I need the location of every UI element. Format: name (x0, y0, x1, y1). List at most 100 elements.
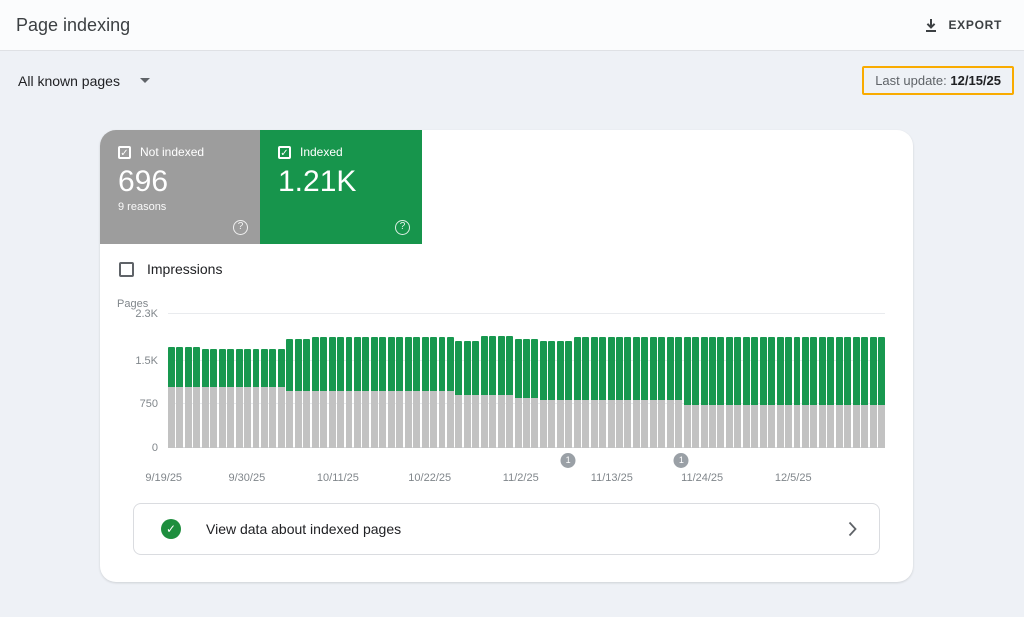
bar[interactable] (701, 314, 708, 448)
bar[interactable] (836, 314, 843, 448)
bar[interactable] (827, 314, 834, 448)
bar[interactable] (641, 314, 648, 448)
help-icon[interactable]: ? (395, 220, 410, 235)
bar[interactable] (506, 314, 513, 448)
bar[interactable] (624, 314, 631, 448)
bar[interactable] (802, 314, 809, 448)
bar[interactable] (675, 314, 682, 448)
page-header: Page indexing EXPORT (0, 0, 1024, 51)
bar[interactable] (540, 314, 547, 448)
bar-segment-indexed (531, 339, 538, 398)
bar[interactable] (515, 314, 522, 448)
bar[interactable] (658, 314, 665, 448)
bar[interactable] (777, 314, 784, 448)
view-data-row[interactable]: ✓ View data about indexed pages (133, 503, 880, 555)
bar-segment-indexed (692, 337, 699, 405)
bar[interactable] (295, 314, 302, 448)
bar[interactable] (785, 314, 792, 448)
page-filter-dropdown[interactable]: All known pages (16, 69, 152, 93)
help-icon[interactable]: ? (233, 220, 248, 235)
bar[interactable] (388, 314, 395, 448)
bar[interactable] (726, 314, 733, 448)
bar[interactable] (413, 314, 420, 448)
bar[interactable] (210, 314, 217, 448)
bar[interactable] (557, 314, 564, 448)
bar[interactable] (743, 314, 750, 448)
bar[interactable] (439, 314, 446, 448)
bar[interactable] (481, 314, 488, 448)
bar[interactable] (464, 314, 471, 448)
bar[interactable] (312, 314, 319, 448)
bar[interactable] (548, 314, 555, 448)
bar[interactable] (650, 314, 657, 448)
last-update-badge[interactable]: Last update: 12/15/25 (862, 66, 1014, 95)
bar[interactable] (878, 314, 885, 448)
bar[interactable] (768, 314, 775, 448)
bar[interactable] (582, 314, 589, 448)
bar[interactable] (236, 314, 243, 448)
bar[interactable] (565, 314, 572, 448)
impressions-checkbox[interactable] (119, 262, 134, 277)
bar[interactable] (599, 314, 606, 448)
bar[interactable] (734, 314, 741, 448)
bar[interactable] (574, 314, 581, 448)
bar[interactable] (185, 314, 192, 448)
bar[interactable] (405, 314, 412, 448)
bar[interactable] (616, 314, 623, 448)
bar[interactable] (261, 314, 268, 448)
bar[interactable] (844, 314, 851, 448)
bar[interactable] (422, 314, 429, 448)
bar[interactable] (794, 314, 801, 448)
bar[interactable] (202, 314, 209, 448)
bar[interactable] (523, 314, 530, 448)
bar[interactable] (219, 314, 226, 448)
filter-label: All known pages (18, 73, 120, 89)
tile-not-indexed[interactable]: ✓ Not indexed 696 9 reasons ? (100, 130, 260, 244)
bar[interactable] (227, 314, 234, 448)
bar[interactable] (303, 314, 310, 448)
bar[interactable] (717, 314, 724, 448)
bar[interactable] (337, 314, 344, 448)
bar[interactable] (371, 314, 378, 448)
export-button[interactable]: EXPORT (916, 12, 1010, 39)
bar[interactable] (608, 314, 615, 448)
bar[interactable] (751, 314, 758, 448)
annotation-marker[interactable]: 1 (561, 453, 576, 468)
bar[interactable] (253, 314, 260, 448)
bar[interactable] (193, 314, 200, 448)
bar[interactable] (489, 314, 496, 448)
bar[interactable] (760, 314, 767, 448)
bar[interactable] (667, 314, 674, 448)
bar[interactable] (320, 314, 327, 448)
bar[interactable] (244, 314, 251, 448)
bar[interactable] (633, 314, 640, 448)
bar[interactable] (286, 314, 293, 448)
bar[interactable] (472, 314, 479, 448)
bar[interactable] (591, 314, 598, 448)
bar[interactable] (269, 314, 276, 448)
bar[interactable] (447, 314, 454, 448)
bar[interactable] (810, 314, 817, 448)
annotation-marker[interactable]: 1 (674, 453, 689, 468)
bar[interactable] (531, 314, 538, 448)
bar[interactable] (819, 314, 826, 448)
bar[interactable] (455, 314, 462, 448)
bar[interactable] (176, 314, 183, 448)
bar[interactable] (861, 314, 868, 448)
bar[interactable] (278, 314, 285, 448)
bar[interactable] (692, 314, 699, 448)
bar[interactable] (853, 314, 860, 448)
bar[interactable] (684, 314, 691, 448)
bar[interactable] (396, 314, 403, 448)
tile-indexed[interactable]: ✓ Indexed 1.21K ? (260, 130, 422, 244)
bar[interactable] (346, 314, 353, 448)
bar[interactable] (870, 314, 877, 448)
bar[interactable] (379, 314, 386, 448)
bar[interactable] (329, 314, 336, 448)
bar[interactable] (498, 314, 505, 448)
bar[interactable] (354, 314, 361, 448)
bar[interactable] (168, 314, 175, 448)
bar[interactable] (430, 314, 437, 448)
bar[interactable] (709, 314, 716, 448)
bar[interactable] (362, 314, 369, 448)
